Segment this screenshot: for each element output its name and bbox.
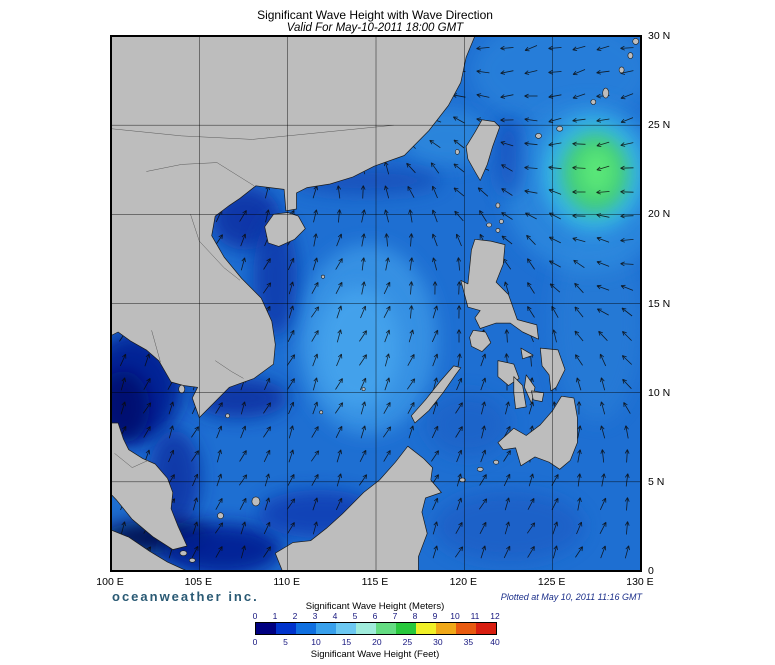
lon-tick-label: 120 E <box>449 576 478 588</box>
meters-tick: 9 <box>432 611 438 621</box>
chart-title: Significant Wave Height with Wave Direct… <box>257 8 493 22</box>
oceanweather-logo-text: oceanweather inc. <box>112 589 259 604</box>
lat-tick-label: 20 N <box>648 208 671 221</box>
colorbar-segment <box>436 623 456 634</box>
feet-tick: 30 <box>433 637 443 647</box>
lon-tick-label: 130 E <box>626 576 654 588</box>
lat-tick-label: 15 N <box>648 297 671 310</box>
legend-feet-ticks: 0 5 10 15 20 25 30 35 40 <box>253 637 515 647</box>
feet-tick: 35 <box>463 637 474 647</box>
colorbar-segment <box>256 623 276 634</box>
meters-tick: 11 <box>470 611 480 621</box>
feet-tick: 10 <box>311 637 321 647</box>
legend-meters-label: Significant Wave Height (Meters) <box>305 601 445 612</box>
meters-tick: 12 <box>490 611 500 621</box>
meters-tick: 8 <box>412 611 418 621</box>
colorbar-segment <box>396 623 416 634</box>
lat-tick-label: 10 N <box>648 386 671 399</box>
lon-tick-label: 115 E <box>361 576 389 588</box>
meters-tick: 7 <box>392 611 398 621</box>
lat-tick-label: 0 <box>648 565 654 578</box>
meters-tick: 3 <box>312 611 318 621</box>
feet-tick: 0 <box>252 637 258 647</box>
map-frame <box>110 35 642 572</box>
feet-tick: 40 <box>490 637 500 647</box>
feet-tick: 5 <box>283 637 288 647</box>
feet-tick: 15 <box>341 637 352 647</box>
legend-feet-label: Significant Wave Height (Feet) <box>310 649 440 660</box>
feet-tick: 25 <box>402 637 413 647</box>
lon-tick-label: 100 E <box>96 576 124 588</box>
lon-tick-label: 125 E <box>537 576 566 588</box>
meters-tick: 0 <box>252 611 258 621</box>
meters-tick: 1 <box>272 611 278 621</box>
colorbar-segment <box>456 623 476 634</box>
meters-tick: 2 <box>292 611 298 621</box>
feet-tick: 20 <box>372 637 382 647</box>
colorbar-segment <box>296 623 316 634</box>
meters-tick: 4 <box>332 611 338 621</box>
legend-meters-ticks: 0 1 2 3 4 5 6 7 8 9 10 11 12 <box>253 611 515 621</box>
lon-tick-label: 110 E <box>273 576 300 588</box>
lat-tick-label: 25 N <box>648 119 671 132</box>
colorbar-segment <box>376 623 396 634</box>
legend-colorbar <box>255 622 497 635</box>
colorbar-segment <box>356 623 376 634</box>
colorbar-segment <box>316 623 336 634</box>
colorbar-segment <box>276 623 296 634</box>
meters-tick: 10 <box>450 611 460 621</box>
plotted-timestamp: Plotted at May 10, 2011 11:16 GMT <box>500 592 642 602</box>
chart-subtitle: Valid For May-10-2011 18:00 GMT <box>286 22 464 34</box>
colorbar-segment <box>476 623 496 634</box>
lat-tick-label: 30 N <box>648 30 671 42</box>
meters-tick: 5 <box>352 611 358 621</box>
meters-tick: 6 <box>372 611 378 621</box>
wave-map-canvas <box>111 36 641 571</box>
colorbar-segment <box>336 623 356 634</box>
lon-tick-label: 105 E <box>184 576 213 588</box>
colorbar-segment <box>416 623 436 634</box>
lat-tick-label: 5 N <box>648 475 665 488</box>
